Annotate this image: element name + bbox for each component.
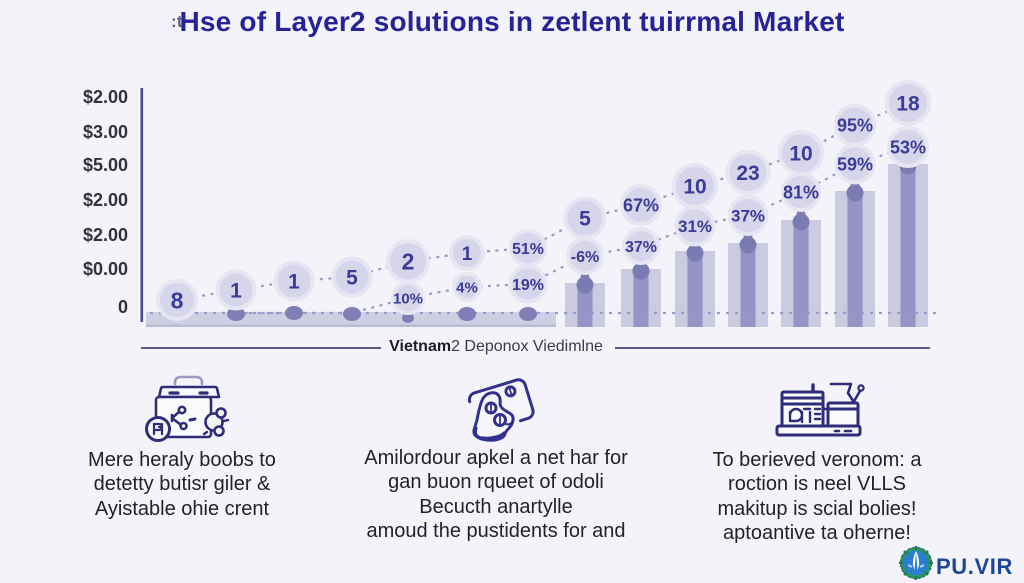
svg-text:19%: 19% — [512, 277, 544, 294]
svg-text:4%: 4% — [456, 279, 478, 296]
svg-text:67%: 67% — [623, 195, 659, 215]
svg-text:2: 2 — [402, 248, 415, 274]
svg-text:10%: 10% — [393, 290, 423, 307]
svg-text:95%: 95% — [837, 115, 873, 135]
svg-text:-6%: -6% — [571, 249, 599, 266]
svg-text:81%: 81% — [783, 182, 819, 202]
svg-text:1: 1 — [462, 244, 473, 265]
svg-text:23: 23 — [736, 162, 759, 185]
svg-text:5: 5 — [346, 267, 358, 290]
svg-text:31%: 31% — [678, 217, 712, 236]
svg-text:1: 1 — [288, 271, 300, 294]
svg-text:59%: 59% — [837, 154, 873, 174]
svg-text:1: 1 — [230, 280, 242, 303]
svg-text:51%: 51% — [512, 241, 544, 258]
svg-text:10: 10 — [789, 143, 812, 166]
svg-text:10: 10 — [683, 176, 706, 199]
svg-text:8: 8 — [171, 287, 184, 313]
svg-text:37%: 37% — [625, 239, 657, 256]
svg-text:18: 18 — [896, 93, 920, 116]
svg-text:5: 5 — [579, 208, 591, 231]
svg-text:37%: 37% — [731, 207, 765, 226]
svg-text:53%: 53% — [890, 137, 926, 157]
